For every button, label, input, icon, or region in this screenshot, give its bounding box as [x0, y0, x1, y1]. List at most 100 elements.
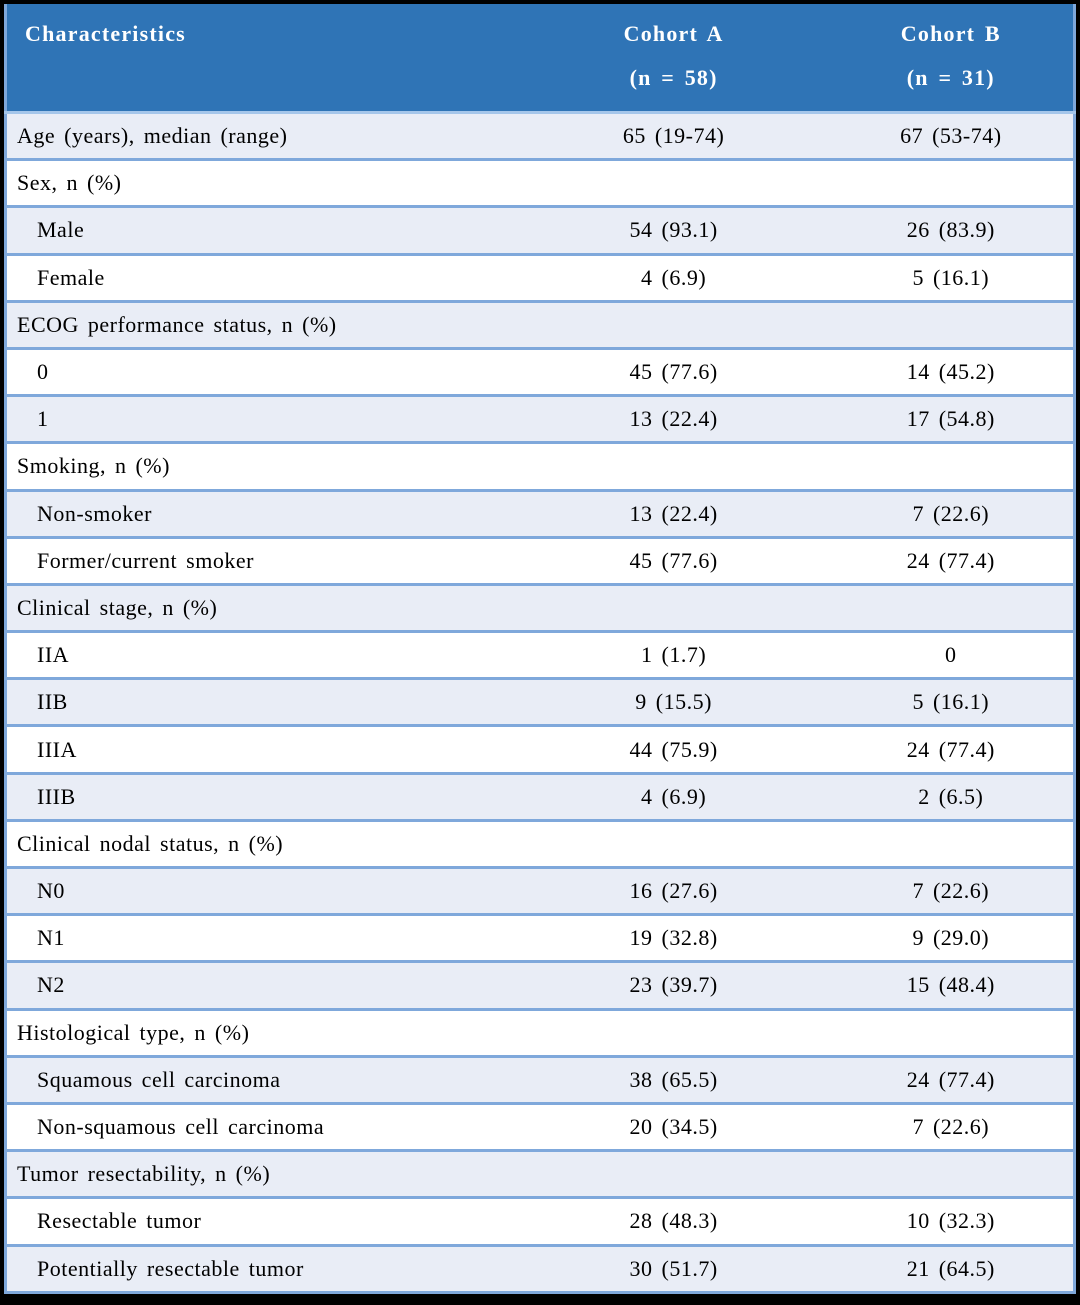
- cohort-a-value: 54 (93.1): [518, 205, 829, 255]
- cohort-a-value: 28 (48.3): [518, 1196, 829, 1245]
- row-label: N1: [5, 913, 519, 962]
- cohort-a-value: [518, 1007, 829, 1057]
- cohort-b-value: [828, 299, 1075, 349]
- cohort-a-value: 30 (51.7): [518, 1243, 829, 1293]
- cohort-b-value: 24 (77.4): [828, 1054, 1075, 1104]
- cohort-a-value: [518, 299, 829, 349]
- cohort-a-value: [518, 582, 829, 632]
- cohort-b-value: 24 (77.4): [828, 535, 1075, 585]
- cohort-b-value: 5 (16.1): [828, 252, 1075, 302]
- table-row: Sex, n (%): [5, 158, 1075, 207]
- cohort-b-value: 10 (32.3): [828, 1196, 1075, 1245]
- row-label: IIA: [5, 630, 519, 679]
- cohort-a-value: 4 (6.9): [518, 771, 829, 821]
- row-label: N2: [5, 960, 519, 1010]
- cohort-b-value: 0: [828, 630, 1075, 679]
- table-row: Non-smoker 13 (22.4) 7 (22.6): [5, 488, 1075, 538]
- table-row: IIB 9 (15.5) 5 (16.1): [5, 677, 1075, 726]
- cohort-a-value: 1 (1.7): [518, 630, 829, 679]
- row-label: Non-smoker: [5, 488, 519, 538]
- row-label: Clinical nodal status, n (%): [5, 818, 519, 868]
- cohort-b-value: 7 (22.6): [828, 865, 1075, 915]
- table-row: N2 23 (39.7) 15 (48.4): [5, 960, 1075, 1010]
- row-label: 1: [5, 394, 519, 443]
- row-label: Squamous cell carcinoma: [5, 1054, 519, 1104]
- table-row: Tumor resectability, n (%): [5, 1149, 1075, 1198]
- cohort-a-value: 9 (15.5): [518, 677, 829, 726]
- row-label: IIIA: [5, 724, 519, 774]
- cohort-b-header-label: Cohort B: [900, 21, 1001, 46]
- cohort-a-value: 38 (65.5): [518, 1054, 829, 1104]
- table-row: IIIA 44 (75.9) 24 (77.4): [5, 724, 1075, 774]
- row-label: IIIB: [5, 771, 519, 821]
- cohort-a-value: [518, 818, 829, 868]
- cohort-a-value: 13 (22.4): [518, 394, 829, 443]
- cohort-a-value: 45 (77.6): [518, 535, 829, 585]
- patient-characteristics-table: Characteristics Cohort A (n = 58) Cohort…: [4, 4, 1076, 1294]
- table-row: Squamous cell carcinoma 38 (65.5) 24 (77…: [5, 1054, 1075, 1104]
- row-label: Male: [5, 205, 519, 255]
- header-row: Characteristics Cohort A (n = 58) Cohort…: [5, 4, 1075, 114]
- row-label: 0: [5, 346, 519, 396]
- row-label: IIB: [5, 677, 519, 726]
- row-label: Former/current smoker: [5, 535, 519, 585]
- table-row: Age (years), median (range) 65 (19-74) 6…: [5, 110, 1075, 160]
- row-label: Histological type, n (%): [5, 1007, 519, 1057]
- table-row: Female 4 (6.9) 5 (16.1): [5, 252, 1075, 302]
- cohort-b-value: 5 (16.1): [828, 677, 1075, 726]
- table-row: IIIB 4 (6.9) 2 (6.5): [5, 771, 1075, 821]
- cohort-a-value: 65 (19-74): [518, 110, 829, 160]
- column-header-cohort-a: Cohort A (n = 58): [518, 4, 829, 114]
- row-label: Potentially resectable tumor: [5, 1243, 519, 1293]
- cohort-b-value: [828, 1007, 1075, 1057]
- cohort-a-value: 13 (22.4): [518, 488, 829, 538]
- cohort-a-value: 20 (34.5): [518, 1101, 829, 1151]
- row-label: Smoking, n (%): [5, 441, 519, 490]
- table-row: Former/current smoker 45 (77.6) 24 (77.4…: [5, 535, 1075, 585]
- cohort-b-value: 15 (48.4): [828, 960, 1075, 1010]
- row-label: Age (years), median (range): [5, 110, 519, 160]
- cohort-b-value: 9 (29.0): [828, 913, 1075, 962]
- table-row: Male 54 (93.1) 26 (83.9): [5, 205, 1075, 255]
- row-label: Non-squamous cell carcinoma: [5, 1101, 519, 1151]
- table-row: Non-squamous cell carcinoma 20 (34.5) 7 …: [5, 1101, 1075, 1151]
- table-row: ECOG performance status, n (%): [5, 299, 1075, 349]
- table-row: Potentially resectable tumor 30 (51.7) 2…: [5, 1243, 1075, 1293]
- cohort-a-value: 44 (75.9): [518, 724, 829, 774]
- cohort-b-value: 21 (64.5): [828, 1243, 1075, 1293]
- row-label: Clinical stage, n (%): [5, 582, 519, 632]
- cohort-a-value: 23 (39.7): [518, 960, 829, 1010]
- table-frame: Characteristics Cohort A (n = 58) Cohort…: [4, 4, 1076, 1294]
- characteristics-header-label: Characteristics: [25, 21, 186, 46]
- table-row: Resectable tumor 28 (48.3) 10 (32.3): [5, 1196, 1075, 1245]
- cohort-b-value: [828, 582, 1075, 632]
- cohort-b-value: 2 (6.5): [828, 771, 1075, 821]
- cohort-b-value: 7 (22.6): [828, 488, 1075, 538]
- cohort-b-value: [828, 1149, 1075, 1198]
- cohort-b-value: 7 (22.6): [828, 1101, 1075, 1151]
- cohort-b-value: 17 (54.8): [828, 394, 1075, 443]
- cohort-a-header-label: Cohort A: [623, 21, 724, 46]
- cohort-b-value: 67 (53-74): [828, 110, 1075, 160]
- cohort-b-value: [828, 818, 1075, 868]
- cohort-b-value: 14 (45.2): [828, 346, 1075, 396]
- table-row: Clinical nodal status, n (%): [5, 818, 1075, 868]
- cohort-a-value: [518, 1149, 829, 1198]
- cohort-b-header-n: (n = 31): [906, 65, 995, 90]
- table-row: Smoking, n (%): [5, 441, 1075, 490]
- cohort-b-value: [828, 158, 1075, 207]
- table-row: Histological type, n (%): [5, 1007, 1075, 1057]
- table-row: Clinical stage, n (%): [5, 582, 1075, 632]
- row-label: Female: [5, 252, 519, 302]
- cohort-a-header-n: (n = 58): [629, 65, 718, 90]
- cohort-b-value: [828, 441, 1075, 490]
- cohort-b-value: 26 (83.9): [828, 205, 1075, 255]
- cohort-a-value: 4 (6.9): [518, 252, 829, 302]
- table-row: 0 45 (77.6) 14 (45.2): [5, 346, 1075, 396]
- row-label: Sex, n (%): [5, 158, 519, 207]
- cohort-a-value: [518, 158, 829, 207]
- cohort-a-value: 45 (77.6): [518, 346, 829, 396]
- table-row: N0 16 (27.6) 7 (22.6): [5, 865, 1075, 915]
- row-label: Tumor resectability, n (%): [5, 1149, 519, 1198]
- cohort-a-value: [518, 441, 829, 490]
